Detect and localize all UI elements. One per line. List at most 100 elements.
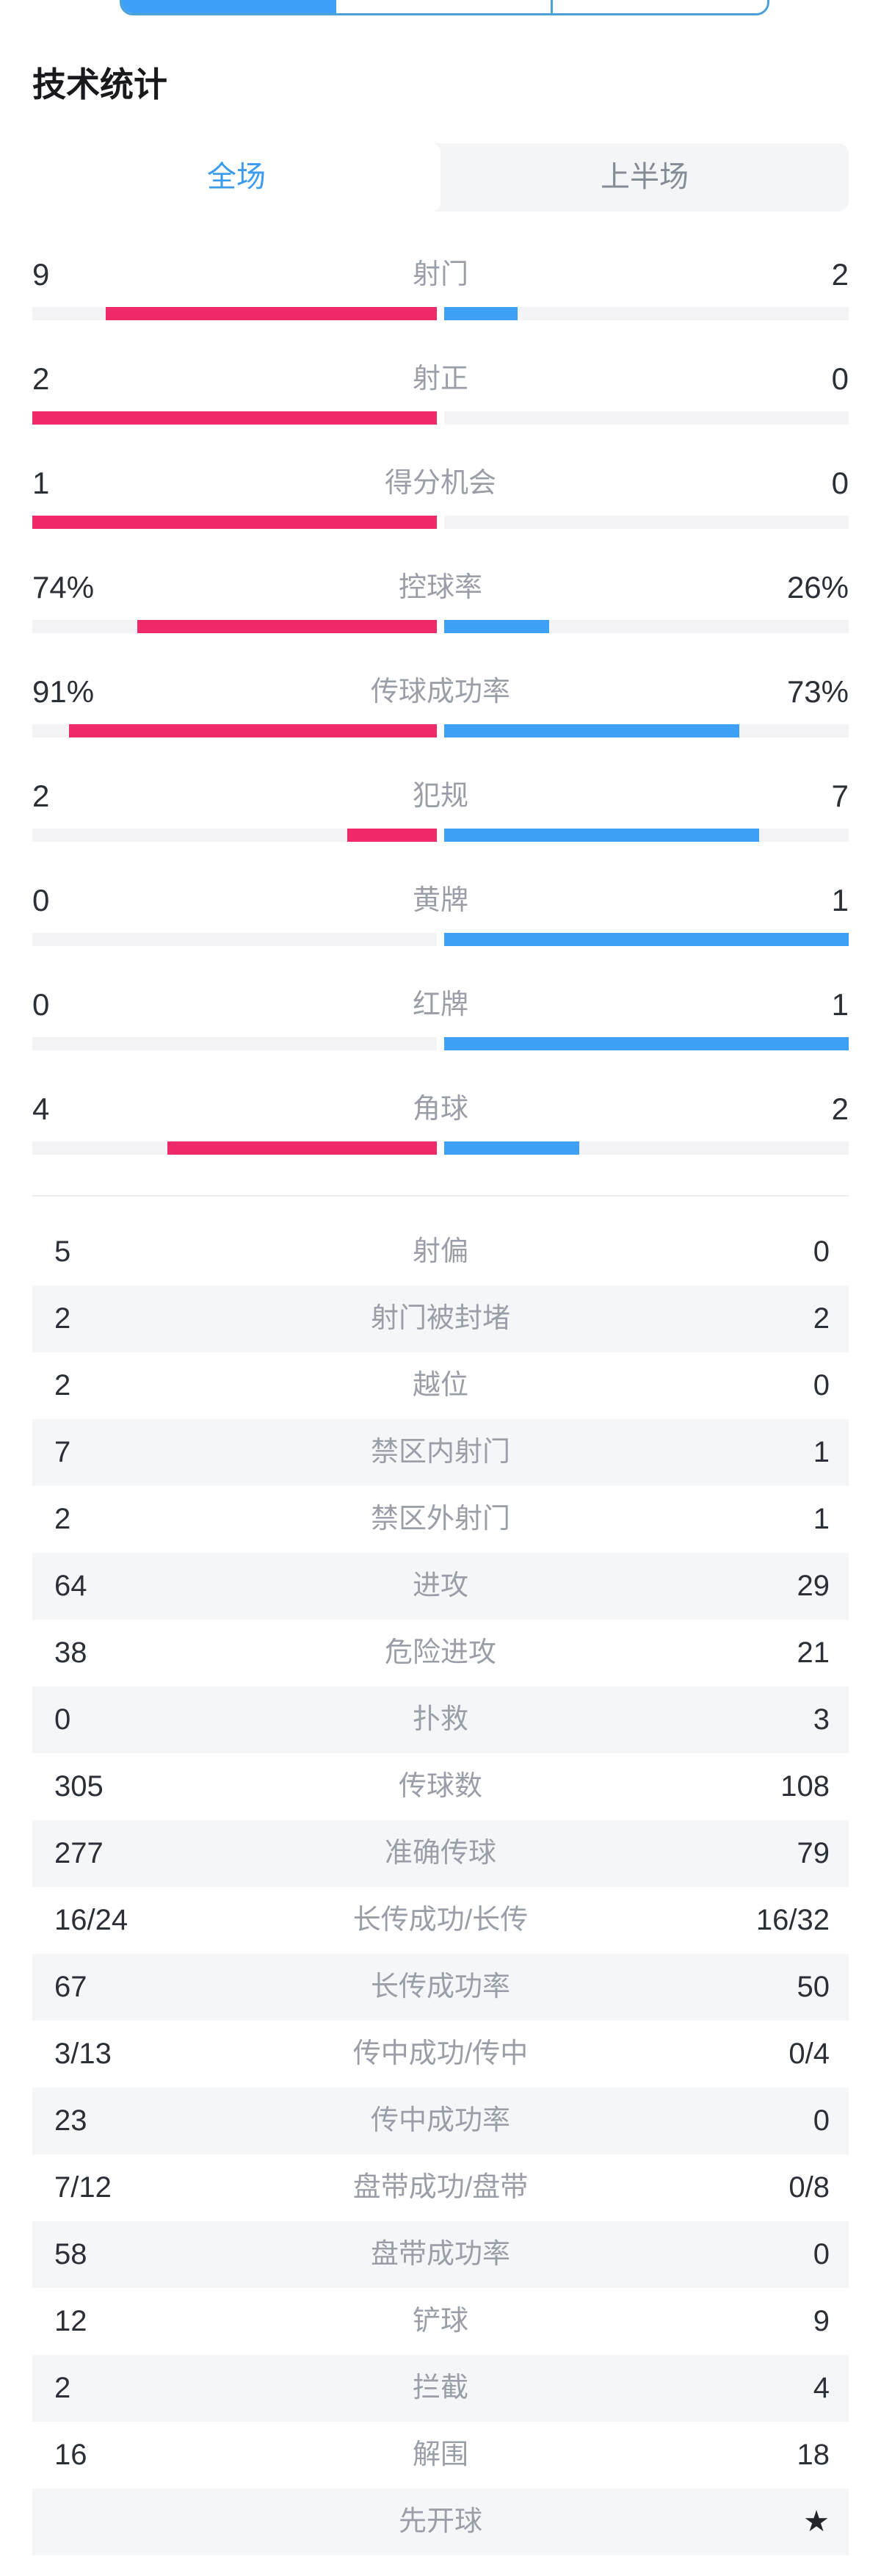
stat-bar-row: 4 角球 2 bbox=[32, 1061, 849, 1165]
away-value: 0 bbox=[813, 1235, 830, 1268]
tab-full-match[interactable]: 全场 bbox=[32, 143, 440, 212]
stat-label: 禁区外射门 bbox=[370, 1504, 510, 1534]
stat-label: 传球数 bbox=[398, 1771, 482, 1802]
home-track bbox=[32, 620, 437, 633]
away-track bbox=[444, 620, 849, 633]
stat-bar-track bbox=[32, 307, 849, 320]
away-bar bbox=[444, 307, 518, 320]
away-track bbox=[444, 307, 849, 320]
away-track bbox=[444, 829, 849, 842]
away-value: 0 bbox=[831, 466, 849, 500]
stat-label: 黄牌 bbox=[412, 885, 468, 916]
away-value: 0 bbox=[831, 361, 849, 396]
away-value: 0/8 bbox=[788, 2171, 830, 2204]
stat-label: 得分机会 bbox=[384, 468, 496, 499]
away-value: 0 bbox=[813, 2104, 830, 2137]
stat-bar-row: 91% 传球成功率 73% bbox=[32, 643, 849, 748]
stat-list-row: 射门被封堵 2 2 bbox=[32, 1285, 849, 1352]
away-track bbox=[444, 516, 849, 529]
stat-label: 传中成功率 bbox=[370, 2105, 510, 2136]
home-value: 2 bbox=[32, 779, 50, 813]
away-track bbox=[444, 724, 849, 737]
tab-first-half[interactable]: 上半场 bbox=[601, 161, 689, 193]
stat-bar-track bbox=[32, 829, 849, 842]
home-track bbox=[32, 1037, 437, 1050]
away-value: ★ bbox=[803, 2489, 830, 2555]
stat-list-row: 越位 2 0 bbox=[32, 1352, 849, 1419]
bar-stats: 9 射门 2 2 射正 0 bbox=[32, 226, 849, 1165]
page-title: 技术统计 bbox=[32, 65, 167, 104]
stat-list-row: 进攻 64 29 bbox=[32, 1553, 849, 1620]
stat-bar-track bbox=[32, 516, 849, 529]
track-gap bbox=[437, 829, 444, 842]
stat-bar-values: 74% 控球率 26% bbox=[32, 569, 849, 607]
stat-list-row: 长传成功率 67 50 bbox=[32, 1954, 849, 2021]
stat-bar-track bbox=[32, 724, 849, 737]
away-value: 3 bbox=[813, 1703, 830, 1736]
away-value: 2 bbox=[831, 257, 849, 292]
away-bar bbox=[444, 1037, 849, 1050]
top-tab-segment-3[interactable] bbox=[553, 0, 767, 13]
stat-label: 危险进攻 bbox=[384, 1637, 496, 1668]
away-value: 0/4 bbox=[788, 2038, 830, 2070]
home-value: 12 bbox=[54, 2305, 87, 2337]
track-gap bbox=[437, 724, 444, 737]
away-track bbox=[444, 1037, 849, 1050]
away-track bbox=[444, 933, 849, 946]
track-gap bbox=[437, 1141, 444, 1155]
stat-label: 红牌 bbox=[412, 989, 468, 1020]
home-value: 0 bbox=[32, 987, 50, 1022]
stat-list-row: 准确传球 277 79 bbox=[32, 1820, 849, 1887]
home-value: 2 bbox=[54, 1302, 71, 1335]
stat-bar-values: 91% 传球成功率 73% bbox=[32, 673, 849, 711]
top-tab-segment-2[interactable] bbox=[336, 0, 553, 13]
stat-list-row: 射偏 5 0 bbox=[32, 1219, 849, 1285]
top-tab-bar bbox=[120, 0, 769, 15]
stat-bar-values: 1 得分机会 0 bbox=[32, 464, 849, 502]
top-tab-segment-1[interactable] bbox=[122, 0, 336, 13]
stat-list-row: 危险进攻 38 21 bbox=[32, 1620, 849, 1686]
stat-label: 控球率 bbox=[398, 572, 482, 603]
home-value: 1 bbox=[32, 466, 50, 500]
stat-bar-values: 2 犯规 7 bbox=[32, 777, 849, 815]
stat-bar-row: 2 射正 0 bbox=[32, 331, 849, 435]
track-gap bbox=[437, 307, 444, 320]
stat-list-row: 扑救 0 3 bbox=[32, 1686, 849, 1753]
stat-label: 盘带成功/盘带 bbox=[352, 2172, 529, 2203]
list-stats: 射偏 5 0 射门被封堵 2 2 越位 2 0 禁区内射门 7 1 禁区外射门 … bbox=[32, 1219, 849, 2555]
away-value: 7 bbox=[831, 779, 849, 813]
away-value: 79 bbox=[797, 1837, 830, 1869]
home-value: 2 bbox=[54, 1369, 71, 1401]
home-value: 23 bbox=[54, 2104, 87, 2137]
home-value: 0 bbox=[54, 1703, 71, 1736]
stat-label: 射正 bbox=[412, 364, 468, 394]
away-track bbox=[444, 411, 849, 425]
home-value: 16 bbox=[54, 2439, 87, 2471]
away-value: 16/32 bbox=[755, 1904, 830, 1936]
home-bar bbox=[167, 1141, 437, 1155]
home-value: 58 bbox=[54, 2238, 87, 2270]
home-track bbox=[32, 829, 437, 842]
stat-label: 犯规 bbox=[412, 781, 468, 812]
stat-list-row: 盘带成功率 58 0 bbox=[32, 2221, 849, 2288]
stat-label: 拦截 bbox=[412, 2373, 468, 2403]
stat-label: 进攻 bbox=[412, 1570, 468, 1601]
away-value: 50 bbox=[797, 1971, 830, 2003]
away-value: 73% bbox=[786, 674, 849, 709]
stat-label: 长传成功/长传 bbox=[352, 1905, 529, 1935]
stat-label: 角球 bbox=[412, 1094, 468, 1125]
stat-bar-values: 2 射正 0 bbox=[32, 360, 849, 398]
track-gap bbox=[437, 620, 444, 633]
stat-list-row: 拦截 2 4 bbox=[32, 2355, 849, 2422]
home-value: 4 bbox=[32, 1092, 50, 1126]
home-value: 16/24 bbox=[54, 1904, 128, 1936]
away-value: 1 bbox=[813, 1503, 830, 1535]
home-value: 7/12 bbox=[54, 2171, 112, 2204]
stat-bar-track bbox=[32, 411, 849, 425]
home-value: 2 bbox=[54, 2372, 71, 2404]
home-bar bbox=[68, 724, 437, 737]
stat-list-row: 解围 16 18 bbox=[32, 2422, 849, 2489]
home-track bbox=[32, 411, 437, 425]
period-tabs: 全场 上半场 bbox=[32, 143, 849, 212]
home-bar bbox=[347, 829, 437, 842]
